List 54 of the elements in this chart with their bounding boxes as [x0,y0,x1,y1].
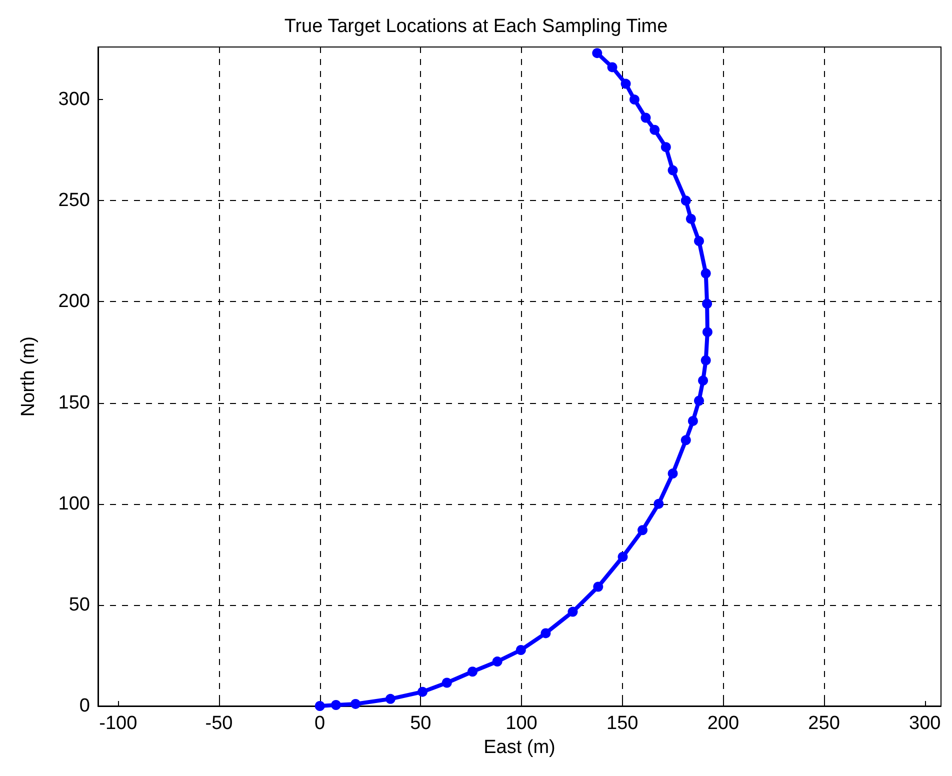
point [330,700,341,710]
y-tick-label: 150 [58,392,90,414]
x-axis-title: East (m) [484,736,556,758]
point [468,666,478,677]
point [385,694,396,704]
point [686,214,696,224]
point [694,236,704,246]
x-tick-label: 50 [410,713,432,734]
point [593,582,604,592]
point [680,196,691,206]
x-tick-label: -100 [99,713,138,734]
point [350,698,361,709]
point [668,165,678,176]
point [698,376,708,386]
point [618,552,628,562]
point [418,686,428,697]
point [654,498,664,509]
point [607,62,618,72]
y-tick-label: 200 [58,291,90,312]
x-tick-label: 150 [606,713,638,734]
point [702,298,712,309]
point [694,396,704,406]
point [540,628,551,638]
point [660,142,671,152]
point [680,435,691,446]
y-tick-label: 250 [58,190,90,212]
point [700,355,711,366]
x-tick-label: 200 [707,713,740,734]
y-tick-label: 100 [58,493,90,514]
x-tick-label: 100 [506,713,538,734]
point [702,327,712,338]
chart-title: True Target Locations at Each Sampling Time [284,16,668,37]
x-tick-label: 300 [909,713,941,734]
point [442,678,452,688]
point [492,656,502,667]
point [516,645,526,655]
point [568,606,578,617]
y-axis-title: North (m) [18,336,39,417]
point [314,701,325,711]
point [592,48,602,58]
x-tick-label: -50 [205,713,233,734]
x-tick-label: 250 [808,713,840,734]
y-tick-label: 300 [58,89,90,110]
point [650,124,660,135]
point [700,268,711,278]
point [688,416,698,426]
y-tick-label: 50 [68,594,90,616]
x-tick-label: 0 [314,713,326,734]
point [629,94,640,105]
point [668,468,678,479]
point [638,525,648,536]
point [620,78,631,89]
y-tick-label: 0 [79,696,90,716]
point [640,112,651,123]
